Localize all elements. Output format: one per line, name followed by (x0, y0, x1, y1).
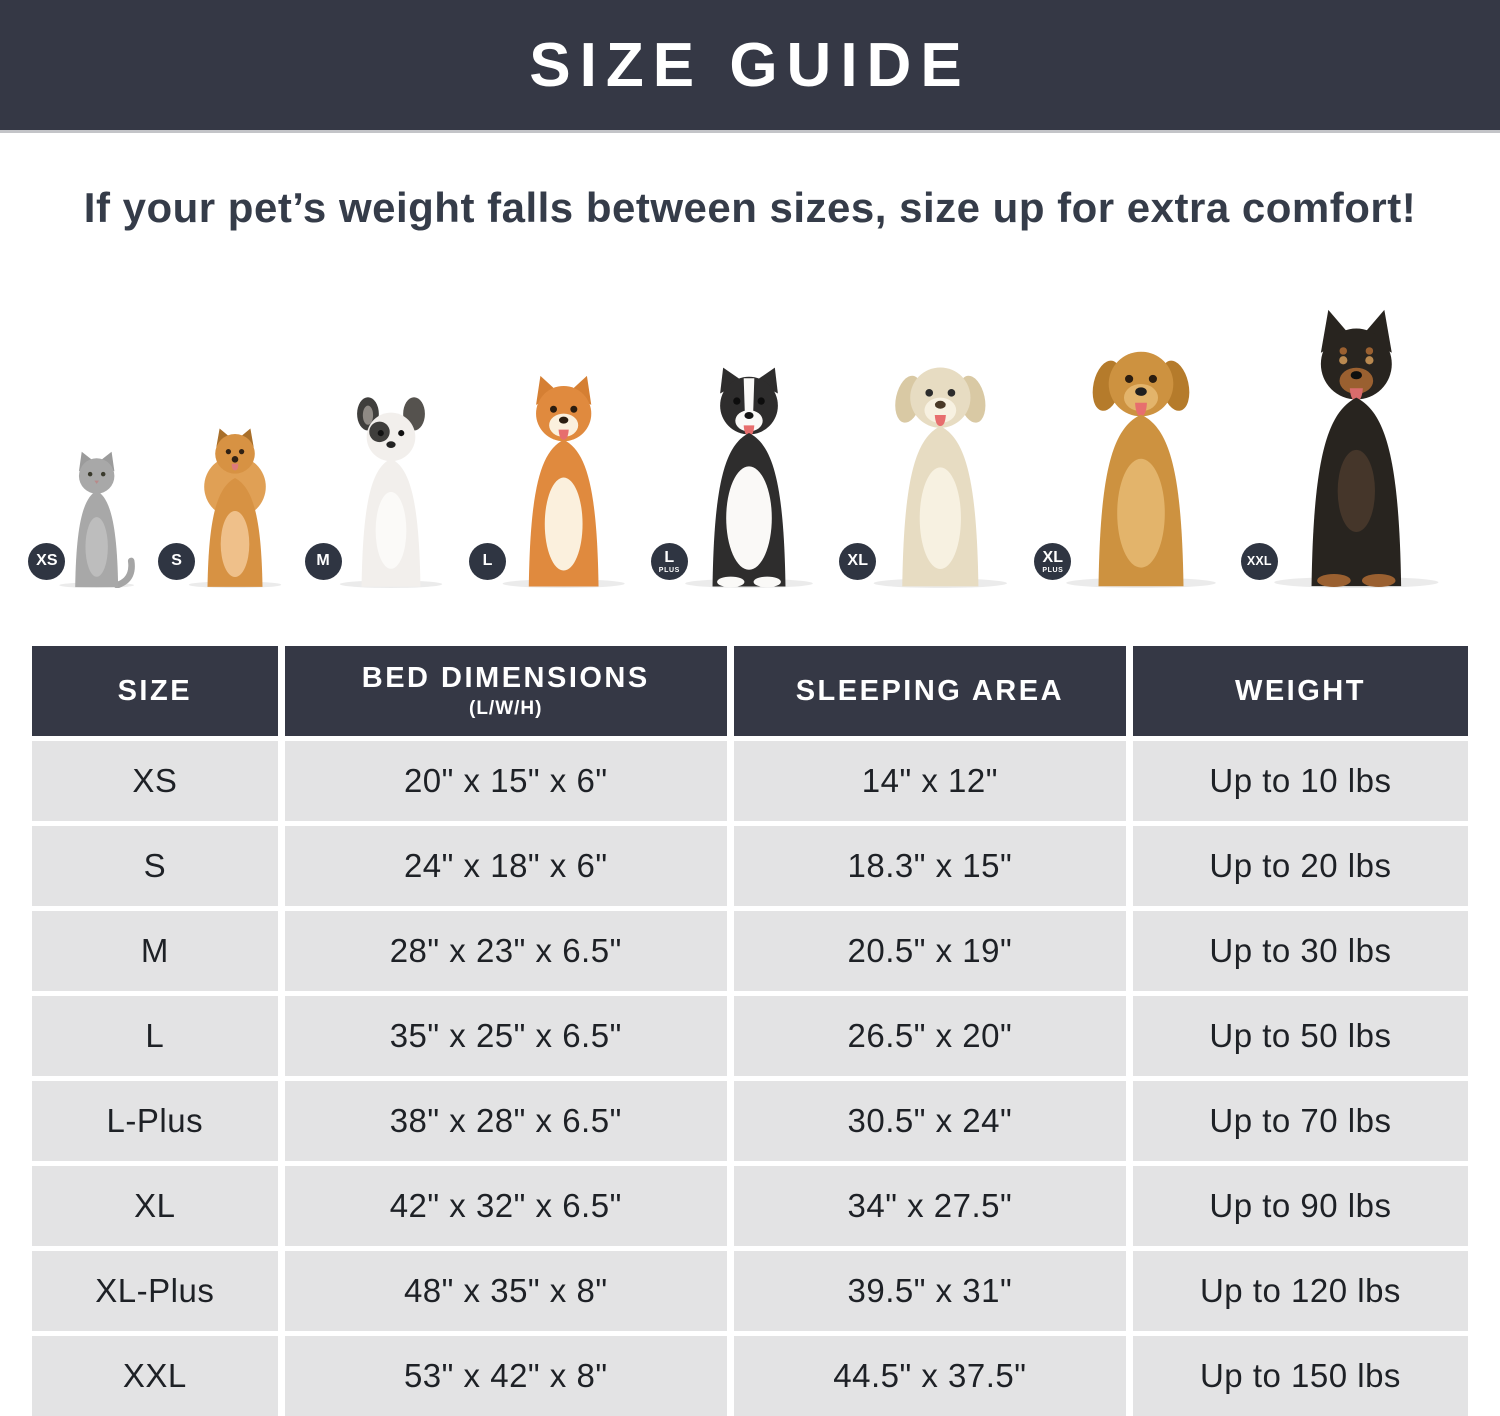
size-badge-m: M (304, 543, 342, 580)
pet-xxl: XXL (1240, 308, 1450, 588)
cell-weight: Up to 150 lbs (1132, 1336, 1468, 1416)
size-badge-sublabel: PLUS (658, 566, 680, 574)
cell-weight: Up to 50 lbs (1132, 996, 1468, 1076)
cell-bed-dimensions: 28" x 23" x 6.5" (284, 911, 727, 991)
cell-sleeping-area: 20.5" x 19" (733, 911, 1126, 991)
size-badge-xxl: XXL (1240, 543, 1278, 580)
pomeranian-illustration (189, 428, 282, 588)
pet-xs: XS (28, 448, 143, 588)
cell-size: XL-Plus (32, 1251, 278, 1331)
size-badge-xl: XL (839, 543, 877, 580)
cell-size: S (32, 826, 278, 906)
pet-l-plus: L PLUS (650, 360, 825, 588)
cell-sleeping-area: 26.5" x 20" (733, 996, 1126, 1076)
cell-size: M (32, 911, 278, 991)
cat-illustration (59, 451, 136, 588)
shiba-inu-illustration (502, 375, 625, 588)
column-header-label: WEIGHT (1234, 674, 1366, 707)
cell-size: XL (32, 1166, 278, 1246)
cell-weight: Up to 10 lbs (1132, 741, 1468, 821)
cell-bed-dimensions: 42" x 32" x 6.5" (284, 1166, 727, 1246)
golden-retriever-illustration (1066, 351, 1217, 588)
cell-sleeping-area: 44.5" x 37.5" (733, 1336, 1126, 1416)
cell-weight: Up to 70 lbs (1132, 1081, 1468, 1161)
size-badge-xs: XS (28, 543, 66, 580)
cell-sleeping-area: 30.5" x 24" (733, 1081, 1126, 1161)
size-guide-banner: SIZE GUIDE (0, 0, 1500, 133)
pet-l: L (469, 370, 636, 588)
size-badge-l-plus: L PLUS (650, 543, 688, 580)
cell-bed-dimensions: 48" x 35" x 8" (284, 1251, 727, 1331)
cell-size: XXL (32, 1336, 278, 1416)
size-badge-s: S (158, 543, 196, 580)
cell-weight: Up to 20 lbs (1132, 826, 1468, 906)
size-badge-l: L (469, 543, 507, 580)
pet-xl: XL (839, 350, 1020, 588)
cell-size: L (32, 996, 278, 1076)
cell-sleeping-area: 14" x 12" (733, 741, 1126, 821)
size-badge-label: L (482, 552, 493, 569)
cell-weight: Up to 90 lbs (1132, 1166, 1468, 1246)
border-collie-illustration (685, 367, 813, 588)
size-badge-label: M (316, 552, 330, 569)
cell-sleeping-area: 39.5" x 31" (733, 1251, 1126, 1331)
column-header-sleeping-area: SLEEPING AREA (733, 646, 1126, 736)
pet-s: S (158, 423, 290, 588)
size-badge-label: S (171, 552, 183, 569)
pet-xl-plus: XL PLUS (1034, 333, 1226, 588)
column-header-size: SIZE (32, 646, 278, 736)
cell-bed-dimensions: 35" x 25" x 6.5" (284, 996, 727, 1076)
column-header-bed-dimensions: BED DIMENSIONS (L/W/H) (284, 646, 727, 736)
pet-m: M (304, 396, 455, 588)
size-badge-xl-plus: XL PLUS (1034, 543, 1072, 580)
size-badge-label: XL (847, 552, 869, 569)
size-badge-label: L (664, 548, 675, 566)
size-table: SIZE BED DIMENSIONS (L/W/H) SLEEPING ARE… (32, 646, 1468, 1416)
cell-bed-dimensions: 38" x 28" x 6.5" (284, 1081, 727, 1161)
column-header-label: SLEEPING AREA (795, 674, 1065, 707)
bed-dimensions-note: (L/W/H) (469, 698, 543, 719)
page-title: SIZE GUIDE (529, 30, 971, 100)
cell-bed-dimensions: 53" x 42" x 8" (284, 1336, 727, 1416)
cell-weight: Up to 120 lbs (1132, 1251, 1468, 1331)
column-header-label: BED DIMENSIONS (361, 662, 650, 694)
subtitle: If your pet’s weight falls between sizes… (83, 184, 1417, 231)
column-header-label: SIZE (117, 674, 193, 707)
cell-size: L-Plus (32, 1081, 278, 1161)
cell-bed-dimensions: 24" x 18" x 6" (284, 826, 727, 906)
size-badge-label: XL (1042, 548, 1064, 566)
french-bulldog-illustration (339, 397, 442, 588)
cell-bed-dimensions: 20" x 15" x 6" (284, 741, 727, 821)
size-badge-sublabel: PLUS (1042, 566, 1064, 574)
cell-sleeping-area: 18.3" x 15" (733, 826, 1126, 906)
column-header-weight: WEIGHT (1132, 646, 1468, 736)
labrador-illustration (873, 367, 1008, 588)
cell-weight: Up to 30 lbs (1132, 911, 1468, 991)
size-badge-label: XXL (1246, 553, 1272, 568)
cell-size: XS (32, 741, 278, 821)
pets-row: XS S (0, 278, 1500, 588)
cell-sleeping-area: 34" x 27.5" (733, 1166, 1126, 1246)
size-badge-label: XS (36, 552, 58, 569)
doberman-illustration (1274, 309, 1439, 588)
